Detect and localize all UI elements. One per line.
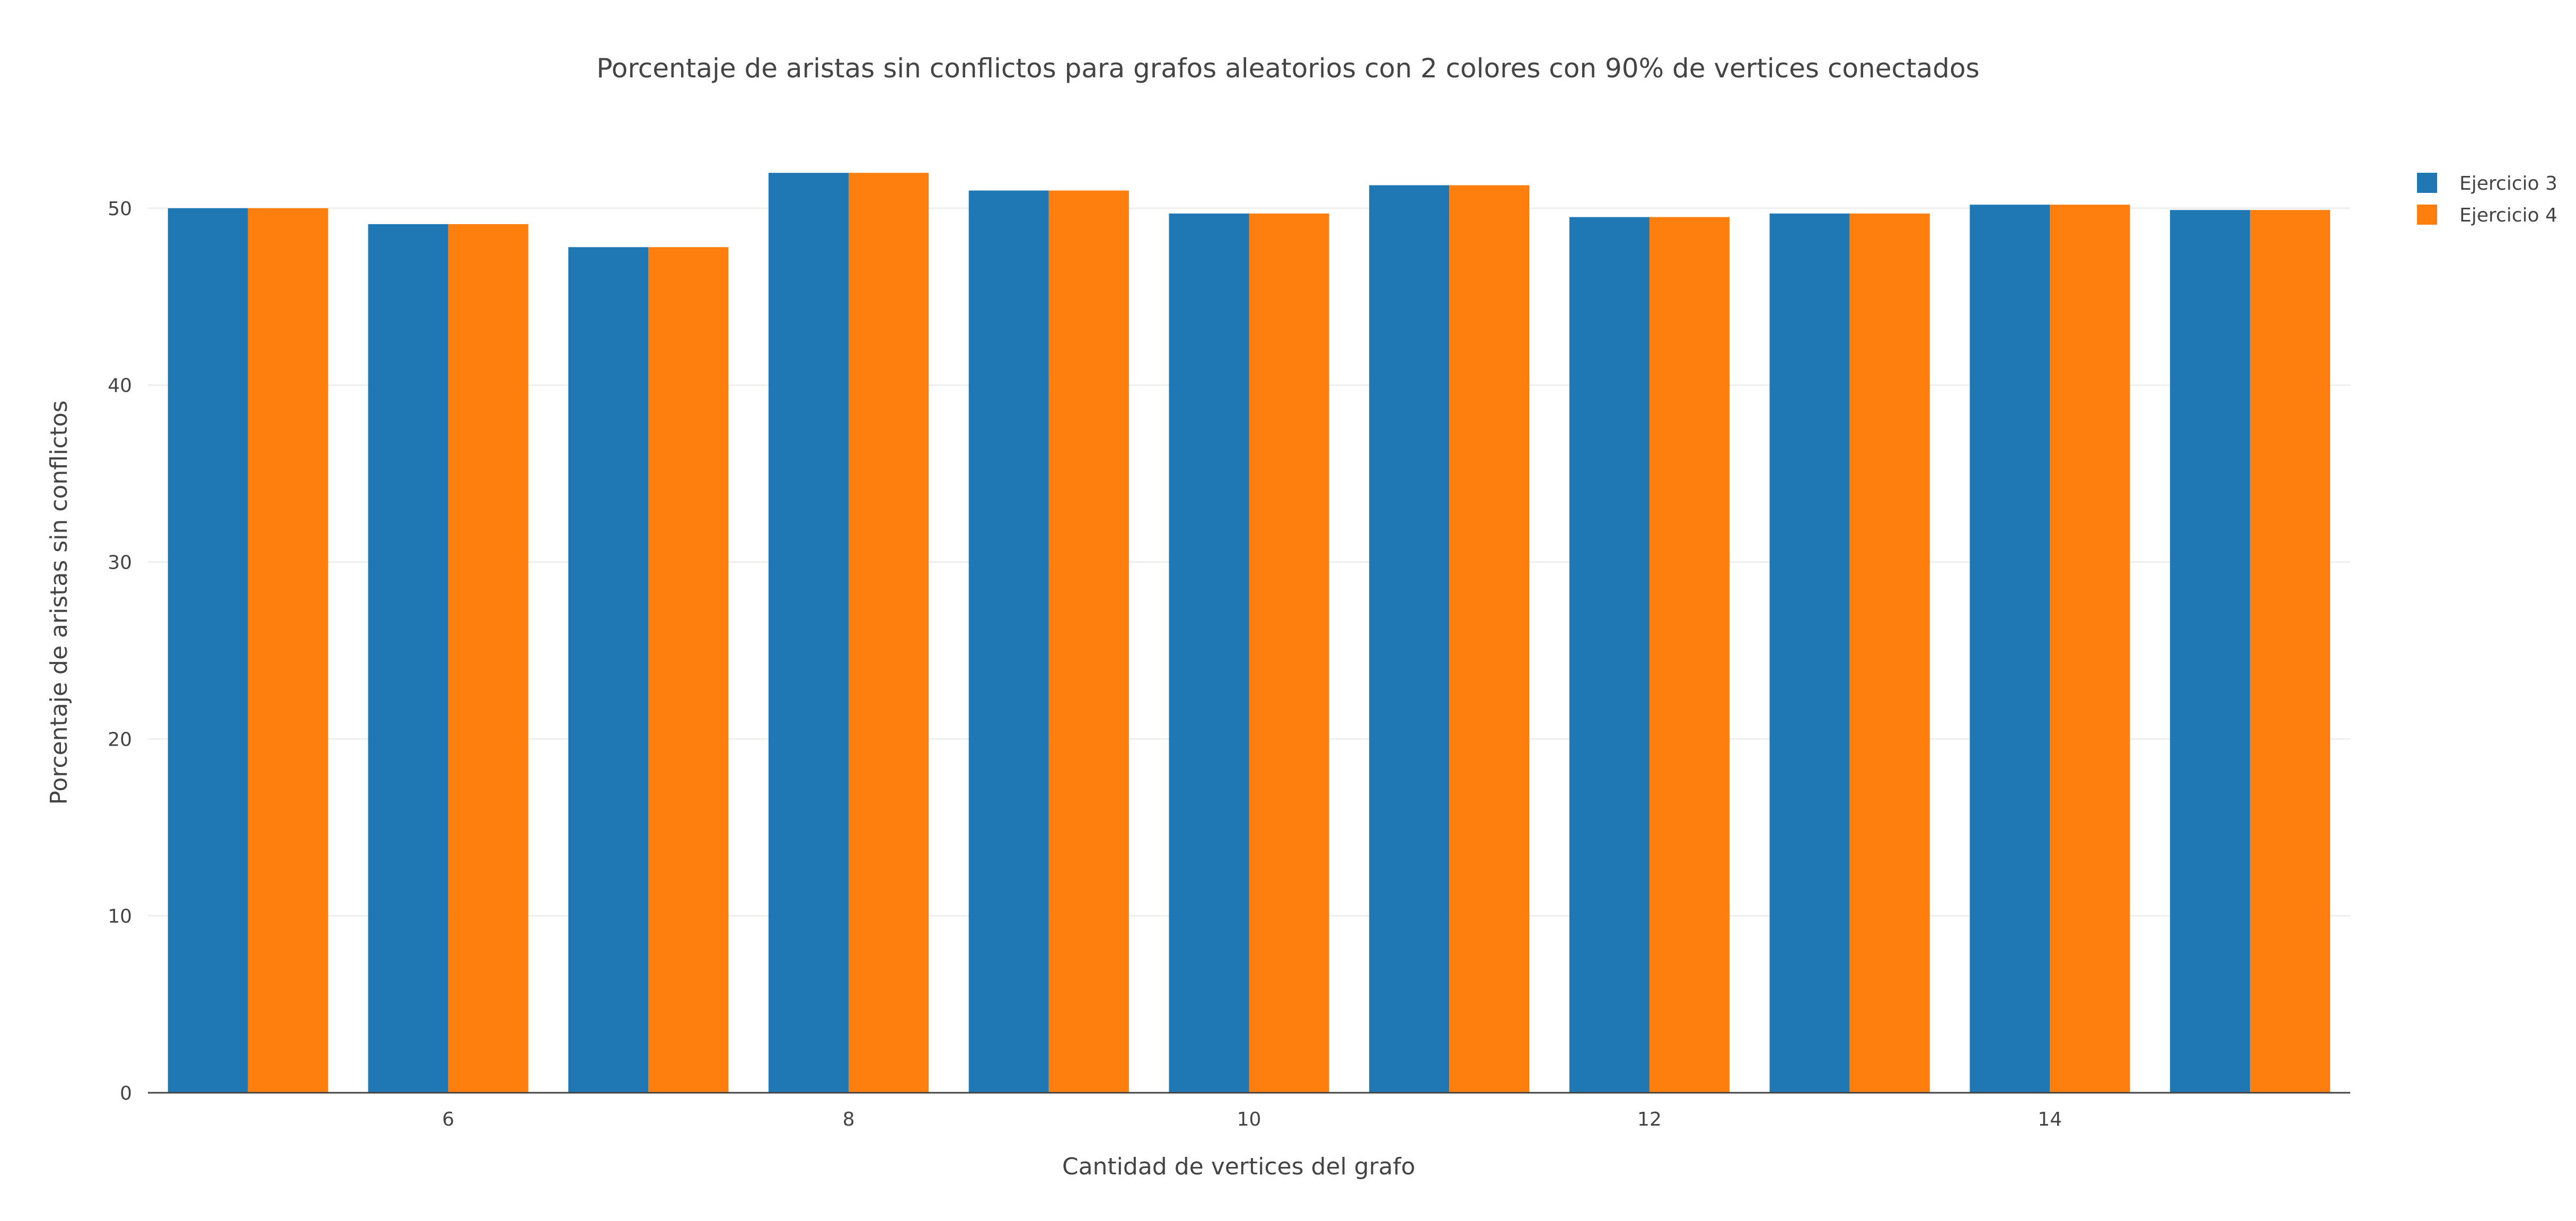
legend-swatch: [2417, 205, 2437, 225]
bar-ejercicio-4-x11: [1449, 185, 1530, 1093]
bars: [167, 173, 2331, 1093]
bar-ejercicio-4-x12: [1649, 217, 1730, 1093]
x-tick-label: 8: [843, 1109, 855, 1130]
axes: 0 10 20 30 40 50 6 8 10 12 14: [108, 198, 2350, 1130]
bar-ejercicio-4-x15: [2250, 210, 2331, 1093]
legend-label: Ejercicio 4: [2459, 205, 2557, 226]
bar-ejercicio-3-x5: [167, 208, 248, 1093]
legend-item-ejercicio-3[interactable]: Ejercicio 3: [2417, 173, 2557, 194]
y-tick-label: 10: [108, 906, 132, 927]
y-tick-label: 0: [120, 1083, 132, 1104]
x-tick-label: 12: [1637, 1109, 1662, 1130]
x-tick-label: 14: [2038, 1109, 2062, 1130]
legend-label: Ejercicio 3: [2459, 173, 2557, 194]
bar-ejercicio-4-x5: [248, 208, 328, 1093]
legend: Ejercicio 3 Ejercicio 4: [2417, 173, 2557, 226]
bar-ejercicio-4-x6: [448, 224, 528, 1093]
chart-title: Porcentaje de aristas sin conflictos par…: [596, 53, 1979, 84]
x-tick-label: 6: [442, 1109, 454, 1130]
bar-ejercicio-3-x7: [568, 247, 649, 1093]
x-axis-title: Cantidad de vertices del grafo: [1062, 1153, 1415, 1180]
y-tick-label: 30: [108, 552, 132, 574]
bar-ejercicio-3-x9: [968, 190, 1049, 1093]
x-tick-label: 10: [1237, 1109, 1261, 1130]
bar-ejercicio-4-x13: [1849, 213, 1930, 1093]
bar-ejercicio-3-x15: [2170, 210, 2251, 1093]
legend-swatch: [2417, 173, 2437, 193]
bar-ejercicio-3-x10: [1169, 213, 1249, 1093]
bar-ejercicio-3-x11: [1369, 185, 1450, 1093]
bar-ejercicio-3-x14: [1970, 205, 2050, 1093]
legend-item-ejercicio-4[interactable]: Ejercicio 4: [2417, 205, 2557, 226]
bar-ejercicio-4-x7: [648, 247, 729, 1093]
y-axis-title: Porcentaje de aristas sin conflictos: [46, 400, 73, 804]
bar-ejercicio-3-x6: [368, 224, 448, 1093]
bar-ejercicio-4-x14: [2050, 205, 2130, 1093]
y-tick-label: 20: [108, 729, 132, 750]
bar-ejercicio-4-x9: [1048, 190, 1129, 1093]
bar-ejercicio-3-x8: [768, 173, 849, 1093]
bar-ejercicio-3-x13: [1769, 213, 1850, 1093]
bar-ejercicio-3-x12: [1569, 217, 1649, 1093]
bar-ejercicio-4-x10: [1249, 213, 1329, 1093]
bar-ejercicio-4-x8: [849, 173, 929, 1093]
y-tick-label: 40: [108, 375, 132, 397]
y-tick-label: 50: [108, 198, 132, 220]
